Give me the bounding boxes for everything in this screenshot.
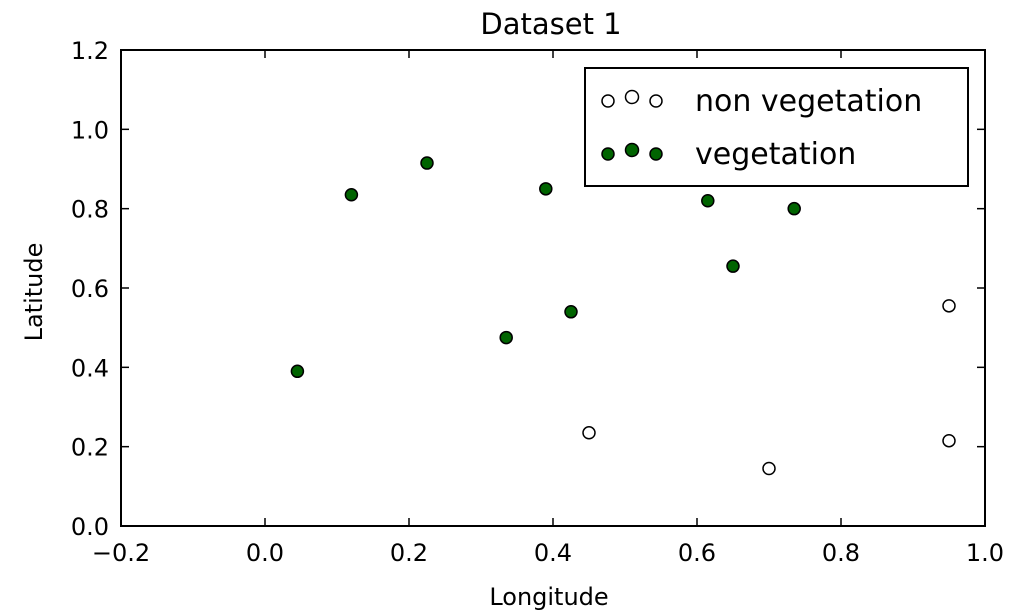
x-axis-label: Longitude — [489, 583, 608, 611]
legend-marker-vegetation — [649, 147, 663, 161]
x-tick-label: 0.0 — [246, 539, 284, 567]
x-tick-label: −0.2 — [92, 539, 150, 567]
vegetation-point — [420, 156, 434, 170]
legend-marker-non-vegetation — [649, 94, 663, 108]
legend-label-non-vegetation: non vegetation — [695, 84, 922, 119]
vegetation-point — [344, 188, 359, 202]
non-vegetation-point — [762, 461, 776, 476]
plot-area-frame — [120, 49, 986, 527]
non-vegetation-point — [942, 433, 956, 448]
legend-marker-vegetation — [624, 142, 640, 158]
axis-ticks: −0.2 0.0 0.2 0.4 0.6 0.8 1.00.00.20.40.60.81.0… — [71, 37, 1004, 567]
y-tick-label: 1.0 — [71, 116, 109, 144]
x-tick-label: 1.0 — [966, 539, 1004, 567]
y-tick-label: 1.2 — [71, 37, 109, 65]
y-tick-label: 0.6 — [71, 275, 109, 303]
vegetation-point — [787, 201, 801, 216]
vegetation-point — [290, 364, 305, 379]
non-vegetation-point — [942, 299, 956, 313]
legend-markers — [601, 89, 663, 161]
legend-marker-non-vegetation — [624, 89, 640, 105]
data-points — [290, 156, 956, 476]
y-tick-label: 0.0 — [71, 513, 109, 541]
non-vegetation-point — [582, 426, 596, 440]
y-tick-label: 0.2 — [71, 434, 109, 462]
vegetation-point — [564, 305, 578, 319]
x-tick-label: 0.6 — [678, 539, 716, 567]
y-tick-label: 0.8 — [71, 196, 109, 224]
legend-marker-non-vegetation — [601, 94, 615, 108]
x-tick-label: 0.4 — [534, 539, 572, 567]
x-tick-label: 0.8 — [822, 539, 860, 567]
legend: non vegetation vegetation — [584, 67, 969, 187]
y-tick-label: 0.4 — [71, 354, 109, 382]
legend-marker-vegetation — [601, 147, 615, 161]
vegetation-point — [539, 182, 553, 196]
legend-box — [584, 67, 969, 187]
vegetation-point — [726, 259, 740, 273]
y-axis-label: Latitude — [20, 243, 48, 342]
chart-title: Dataset 1 — [480, 7, 621, 41]
vegetation-point — [701, 193, 715, 208]
legend-label-vegetation: vegetation — [695, 137, 856, 172]
vegetation-point — [499, 330, 513, 345]
x-tick-label: 0.2 — [390, 539, 428, 567]
